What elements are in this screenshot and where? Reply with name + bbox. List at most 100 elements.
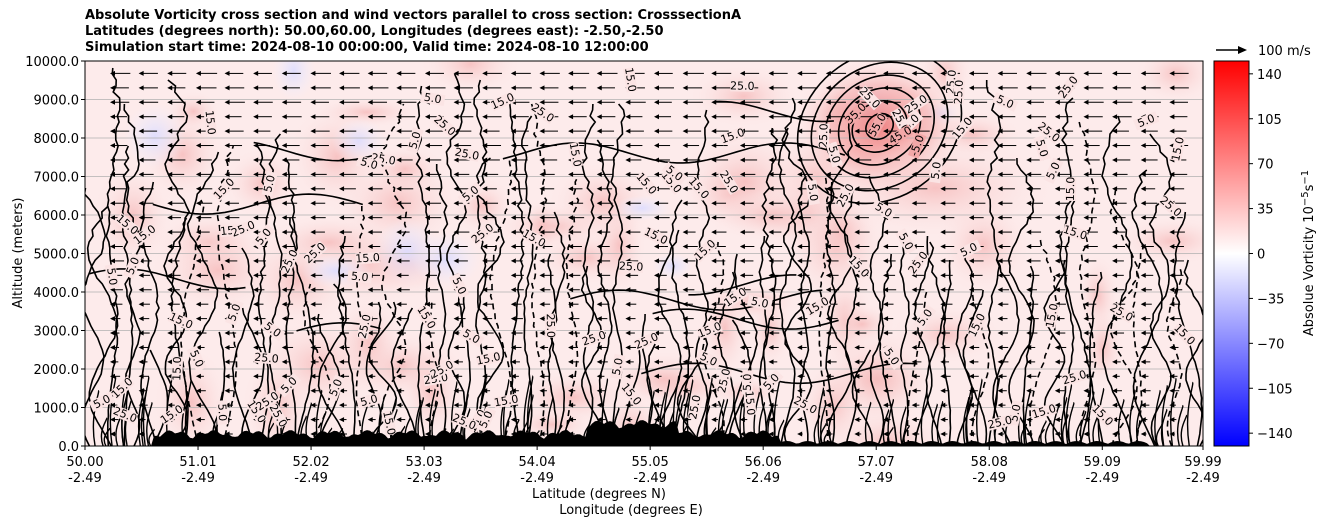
wind-vector-head xyxy=(396,128,402,134)
contour-line xyxy=(877,253,898,446)
wind-vector-head xyxy=(654,99,659,105)
wind-vector-head xyxy=(654,272,659,278)
wind-vector-head xyxy=(1083,316,1089,322)
wind-vector-head xyxy=(1169,373,1175,379)
wind-vector-head xyxy=(1169,330,1175,336)
wind-vector-head xyxy=(281,244,287,249)
wind-vector-head xyxy=(1026,186,1032,192)
contour-label-group: 5.0 xyxy=(356,392,383,409)
wind-vector-head xyxy=(110,200,115,206)
wind-vector-head xyxy=(1083,85,1089,91)
wind-vector-head xyxy=(482,143,488,149)
contour-line xyxy=(520,115,534,446)
wind-vector-head xyxy=(1112,359,1118,365)
contour-line xyxy=(942,259,952,446)
wind-vector-head xyxy=(940,171,946,177)
wind-vector-head xyxy=(682,99,688,105)
contour-line-low xyxy=(146,401,153,446)
contour-line xyxy=(186,151,220,446)
wind-vector-head xyxy=(281,359,287,365)
contour-label-bg xyxy=(722,286,749,309)
wind-vector-head xyxy=(396,258,402,264)
wind-vector-head xyxy=(940,114,946,120)
wind-vector-head xyxy=(568,229,574,235)
wind-vector-head xyxy=(596,359,602,365)
wind-vector-head xyxy=(310,171,316,177)
wind-vector-head xyxy=(138,344,144,350)
wind-vector-head xyxy=(883,229,889,235)
terrain xyxy=(85,420,1203,446)
wind-vector-head xyxy=(596,186,602,192)
wind-vector-head xyxy=(482,244,488,249)
contour-label: 5.0 xyxy=(741,373,755,391)
wind-vector-head xyxy=(1169,114,1175,120)
wind-vector-head xyxy=(539,431,545,437)
wind-vector-head xyxy=(911,287,917,293)
wind-vector-head xyxy=(997,359,1003,365)
contour-ring xyxy=(865,112,895,141)
wind-vector-head xyxy=(739,431,745,437)
wind-vector-head xyxy=(768,186,774,192)
wind-vector-head xyxy=(367,344,373,350)
wind-vector-head xyxy=(968,114,974,120)
wind-vector-head xyxy=(1026,258,1032,264)
y-tick-label: 1000.0 xyxy=(34,402,80,417)
wind-vector-head xyxy=(1112,157,1118,163)
contour-label-bg xyxy=(449,272,470,300)
wind-vector-head xyxy=(224,70,230,76)
wind-vector-head xyxy=(453,330,459,336)
wind-vector-head xyxy=(224,388,230,394)
contour-label-bg xyxy=(493,393,519,409)
contour-label-group: 5.0 xyxy=(805,179,820,206)
contour-line xyxy=(570,289,823,311)
contour-label-bg xyxy=(158,403,185,426)
wind-vector-head xyxy=(797,186,803,192)
wind-vector-head xyxy=(539,70,545,76)
contour-label-bg xyxy=(88,391,116,412)
wind-vector-head xyxy=(911,229,917,235)
contour-line xyxy=(1028,235,1059,446)
wind-vector-head xyxy=(883,287,889,293)
wind-vector-head xyxy=(339,258,345,264)
wind-vector-head xyxy=(1054,373,1060,379)
x-tick-label-lon: -2.49 xyxy=(407,471,441,486)
wind-vector-head xyxy=(1140,272,1146,278)
wind-vector-head xyxy=(1054,215,1060,221)
wind-vector-head xyxy=(396,301,402,307)
wind-vector-head xyxy=(367,99,373,105)
wind-vector-head xyxy=(510,143,516,149)
wind-vector-head xyxy=(1112,128,1118,134)
wind-vector-head xyxy=(911,301,917,307)
wind-vector-head xyxy=(253,114,259,120)
wind-vector-head xyxy=(768,258,774,264)
wind-vector-head xyxy=(1112,85,1118,91)
wind-vector-head xyxy=(1054,402,1060,408)
wind-vector-head xyxy=(510,316,516,322)
wind-vector-head xyxy=(711,388,717,394)
wind-vector-head xyxy=(224,143,230,149)
wind-vector-head xyxy=(110,316,115,322)
contour-label: 5.0 xyxy=(359,392,379,409)
wind-vector-head xyxy=(768,359,774,365)
wind-vector-head xyxy=(568,359,574,365)
contour-label-bg xyxy=(929,157,944,184)
contour-label-bg xyxy=(870,199,897,221)
contour-line xyxy=(1059,193,1092,446)
contour-label-bg xyxy=(1172,322,1197,347)
wind-vector-head xyxy=(654,316,659,322)
wind-vector-head xyxy=(968,388,974,394)
wind-vector-head xyxy=(1112,287,1118,293)
wind-vector-head xyxy=(854,70,860,76)
wind-vector-head xyxy=(424,114,430,120)
wind-vector-head xyxy=(911,330,917,336)
contour-label-group: 5.0 xyxy=(215,400,229,425)
wind-vector-head xyxy=(797,244,803,249)
wind-vector-head xyxy=(367,200,373,206)
wind-vector-head xyxy=(339,114,345,120)
wind-vector-head xyxy=(1026,388,1032,394)
contour-label: 5.0 xyxy=(359,155,379,172)
contour-label-group: 25.0 xyxy=(686,394,703,421)
contour-label-group: 25.0 xyxy=(987,413,1014,431)
wind-vector-head xyxy=(625,330,631,336)
wind-vector-head xyxy=(195,143,201,149)
